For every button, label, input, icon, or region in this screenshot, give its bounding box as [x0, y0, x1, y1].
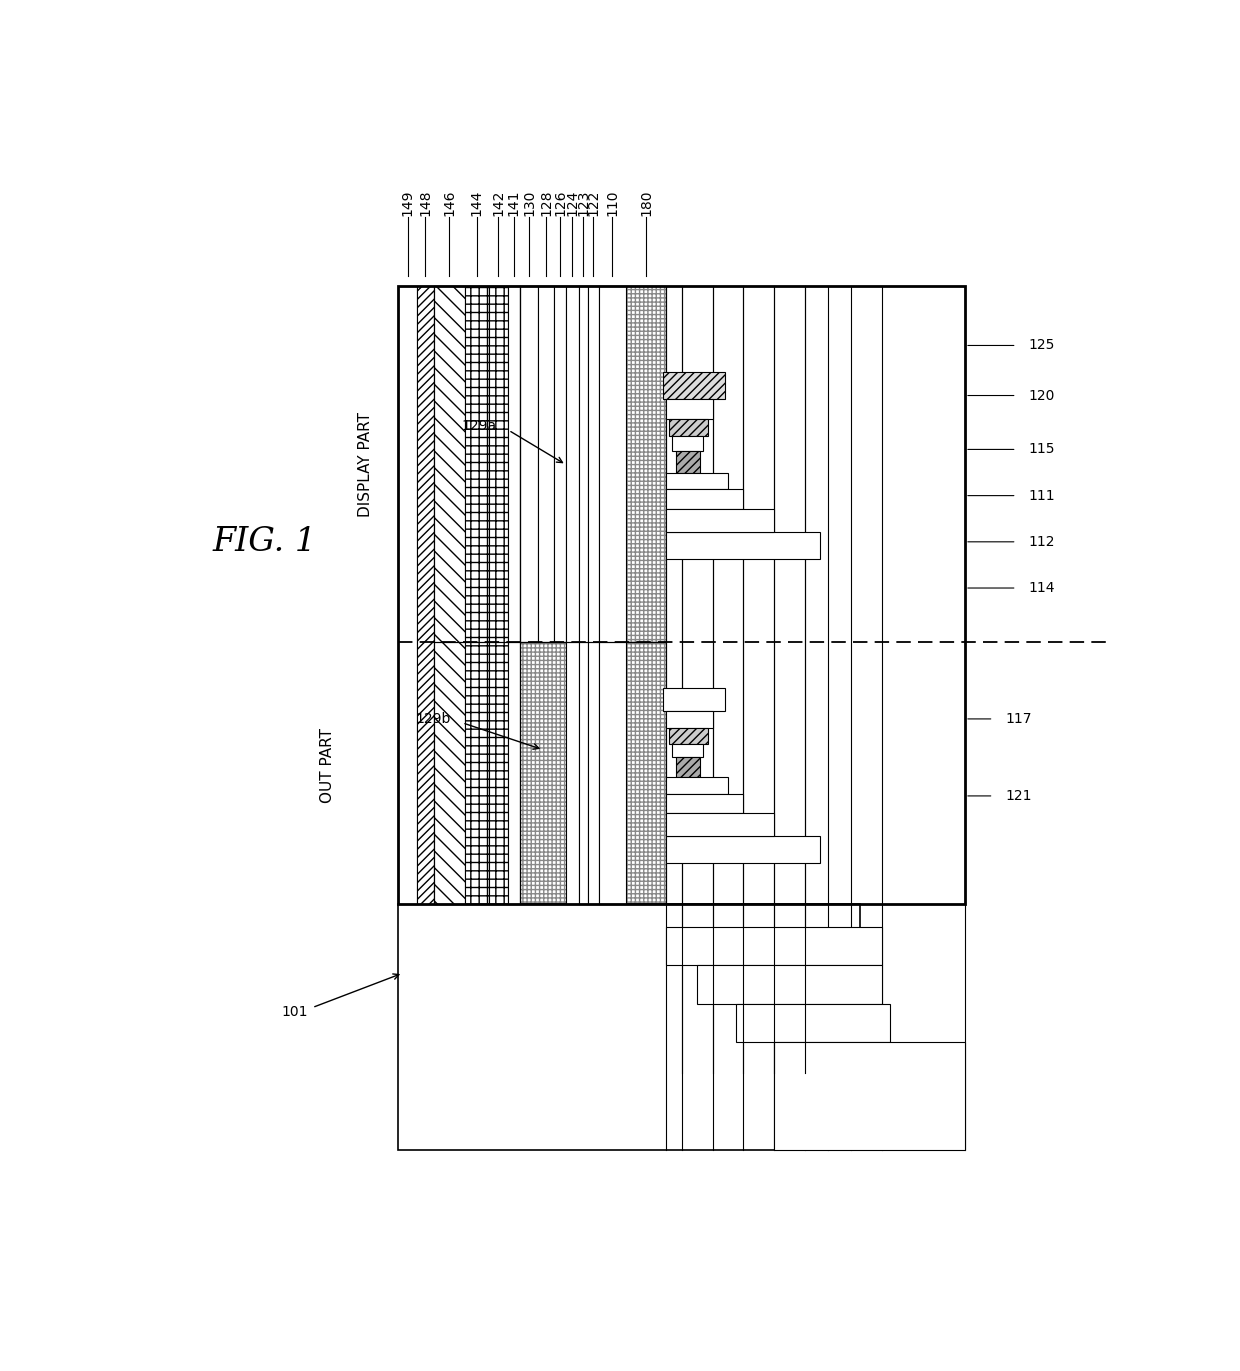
- Bar: [554, 287, 567, 642]
- Text: 124: 124: [565, 189, 579, 217]
- Bar: [666, 532, 821, 559]
- Bar: [666, 927, 882, 965]
- Text: 122: 122: [587, 189, 600, 217]
- Bar: [520, 287, 666, 642]
- Bar: [588, 287, 599, 903]
- Bar: [676, 757, 701, 776]
- Bar: [666, 712, 713, 728]
- Text: 114: 114: [1028, 581, 1055, 595]
- Bar: [697, 965, 882, 1004]
- Bar: [666, 813, 774, 836]
- Bar: [666, 836, 821, 862]
- Bar: [465, 287, 490, 903]
- Text: 129b: 129b: [415, 712, 450, 725]
- Bar: [579, 287, 588, 903]
- Bar: [672, 743, 703, 757]
- Text: 115: 115: [1028, 443, 1055, 457]
- Bar: [663, 688, 725, 712]
- Text: 123: 123: [577, 189, 590, 217]
- Text: 130: 130: [522, 189, 536, 217]
- Bar: [434, 287, 520, 642]
- Text: 146: 146: [443, 189, 456, 217]
- Text: 129a: 129a: [461, 420, 497, 433]
- Text: 126: 126: [553, 189, 567, 217]
- Bar: [434, 287, 520, 642]
- Bar: [666, 794, 743, 813]
- Bar: [774, 1042, 965, 1150]
- Bar: [666, 473, 728, 489]
- Bar: [735, 1004, 889, 1042]
- Text: 142: 142: [491, 189, 506, 217]
- Bar: [434, 642, 520, 903]
- Text: 111: 111: [1028, 488, 1055, 503]
- Text: 121: 121: [1006, 788, 1032, 803]
- Bar: [666, 489, 743, 509]
- Text: 148: 148: [418, 189, 433, 217]
- Bar: [434, 642, 520, 903]
- Bar: [663, 373, 725, 399]
- Bar: [670, 728, 708, 743]
- Text: 149: 149: [401, 189, 414, 217]
- Bar: [398, 287, 417, 903]
- Bar: [520, 287, 538, 642]
- Bar: [567, 287, 579, 903]
- Text: OUT PART: OUT PART: [320, 728, 335, 802]
- Text: 125: 125: [1028, 339, 1054, 352]
- Bar: [670, 418, 708, 436]
- Text: 141: 141: [507, 189, 521, 217]
- Text: FIG. 1: FIG. 1: [212, 526, 316, 558]
- Bar: [398, 903, 861, 1150]
- Text: 101: 101: [281, 1005, 309, 1019]
- Bar: [520, 287, 666, 642]
- Bar: [507, 287, 520, 903]
- Text: 180: 180: [640, 189, 653, 217]
- Bar: [599, 287, 626, 903]
- Bar: [672, 436, 703, 451]
- Text: 128: 128: [539, 189, 553, 217]
- Bar: [398, 287, 965, 903]
- Bar: [666, 776, 728, 794]
- Bar: [538, 287, 554, 642]
- Text: 120: 120: [1028, 388, 1054, 403]
- Bar: [520, 642, 666, 903]
- Bar: [417, 287, 434, 903]
- Text: 117: 117: [1006, 712, 1032, 725]
- Text: 112: 112: [1028, 535, 1055, 548]
- Bar: [520, 642, 666, 903]
- Bar: [490, 287, 507, 903]
- Bar: [676, 451, 701, 473]
- Text: 144: 144: [470, 189, 484, 217]
- Bar: [666, 399, 713, 418]
- Bar: [434, 287, 465, 903]
- Text: 110: 110: [605, 189, 620, 217]
- Bar: [666, 509, 774, 532]
- Text: DISPLAY PART: DISPLAY PART: [358, 413, 373, 517]
